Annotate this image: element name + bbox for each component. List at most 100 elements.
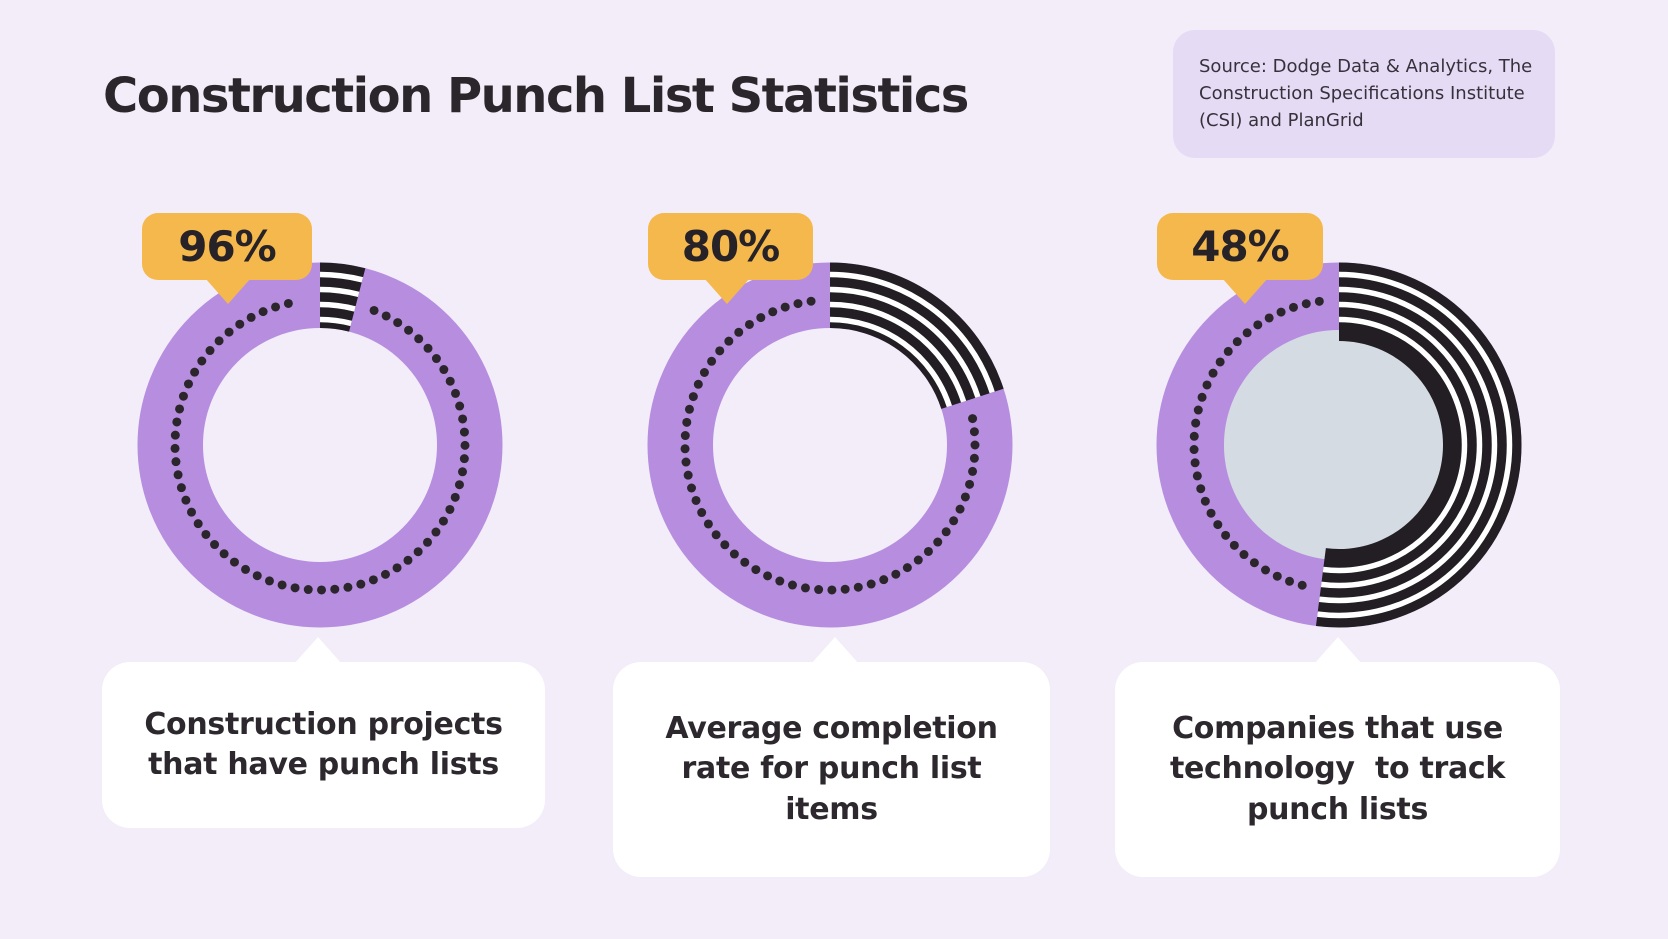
dot [246,312,256,322]
dot [403,555,413,565]
dot [1297,580,1307,590]
dot [1192,471,1202,481]
dot [214,336,224,346]
dot [965,479,975,489]
dot [451,388,460,398]
dot [1261,565,1271,575]
dot [693,379,703,389]
dot [229,557,239,567]
dot [703,519,713,529]
dot [1239,550,1249,560]
dot [763,571,773,581]
dot [1206,508,1216,518]
dot [1197,392,1207,402]
dot [1202,380,1212,390]
dot [687,483,697,493]
dot [1208,368,1218,378]
percentage-badge: 48% [1157,213,1323,280]
dot [380,569,390,579]
dot [431,527,441,537]
remainder-stripe [1210,316,1468,574]
dot [423,343,433,353]
donut-group [137,262,503,628]
caption-card: Companies that use technology to track pun… [1115,662,1560,877]
dot [252,571,262,581]
dot [1232,337,1242,347]
dot [454,480,464,490]
percentage-value: 80% [681,222,781,271]
donut-chart-completion-rate [647,262,1013,628]
caption-card: Construction projects that have punch lis… [102,662,545,828]
dot [879,575,889,585]
page-title: Construction Punch List Statistics [103,68,969,124]
dot [1249,558,1259,568]
dot [699,368,709,377]
dot [680,444,690,454]
dot [740,557,750,567]
remainder-stripe [146,271,494,619]
dot [715,346,725,356]
dot [205,346,215,356]
dot [941,527,951,537]
dot [1272,571,1282,581]
dot [1288,302,1298,312]
dot [343,582,353,592]
dot [720,540,730,550]
source-attribution-box: Source: Dodge Data & Analytics, The Const… [1173,30,1555,158]
remainder-stripe [671,286,989,604]
dot [840,584,850,594]
dot [393,318,403,328]
dot [459,454,469,464]
caption-text-line: Companies that use [1172,710,1503,746]
remainder-stripe [161,286,479,604]
dot [1264,313,1274,323]
dot [806,296,816,306]
remainder-stripe [176,301,464,589]
dot [933,537,943,547]
dot [800,583,810,593]
caption-text-line: technology to track [1169,751,1506,787]
dot [458,414,468,424]
dot [751,565,761,575]
caption-text-line: items [785,791,878,827]
caption-text-line: rate for punch list [681,751,982,787]
dot [264,576,274,586]
caption-card: Average completion rate for punch list ite… [613,662,1050,877]
dot [1229,540,1239,550]
dot [224,327,234,337]
dot [170,443,180,453]
dot [707,356,717,366]
dot [969,427,979,437]
dot [681,457,691,467]
dot [688,392,698,402]
dot [1223,346,1233,356]
dot [173,470,183,480]
dot [458,467,467,477]
dotted-arc [170,298,470,595]
dot [271,302,281,312]
dot [210,540,220,550]
dot [175,404,185,414]
remainder-stripe [701,316,959,574]
dot [913,555,923,565]
dotted-arc [680,296,980,595]
dot [423,537,432,547]
percentage-badge: 80% [648,213,813,280]
dot [455,401,465,411]
dot [684,404,694,414]
dot [970,440,980,450]
dot [711,530,721,540]
dot [258,307,268,317]
center-disc [1224,330,1454,560]
dot [183,379,193,389]
dot [283,298,293,308]
dot [290,583,300,593]
dot [724,336,734,346]
dot [460,440,470,450]
dot [756,313,766,323]
percentage-value: 48% [1191,222,1290,271]
dot [1196,484,1206,494]
dot [187,507,196,517]
dot [768,307,778,317]
